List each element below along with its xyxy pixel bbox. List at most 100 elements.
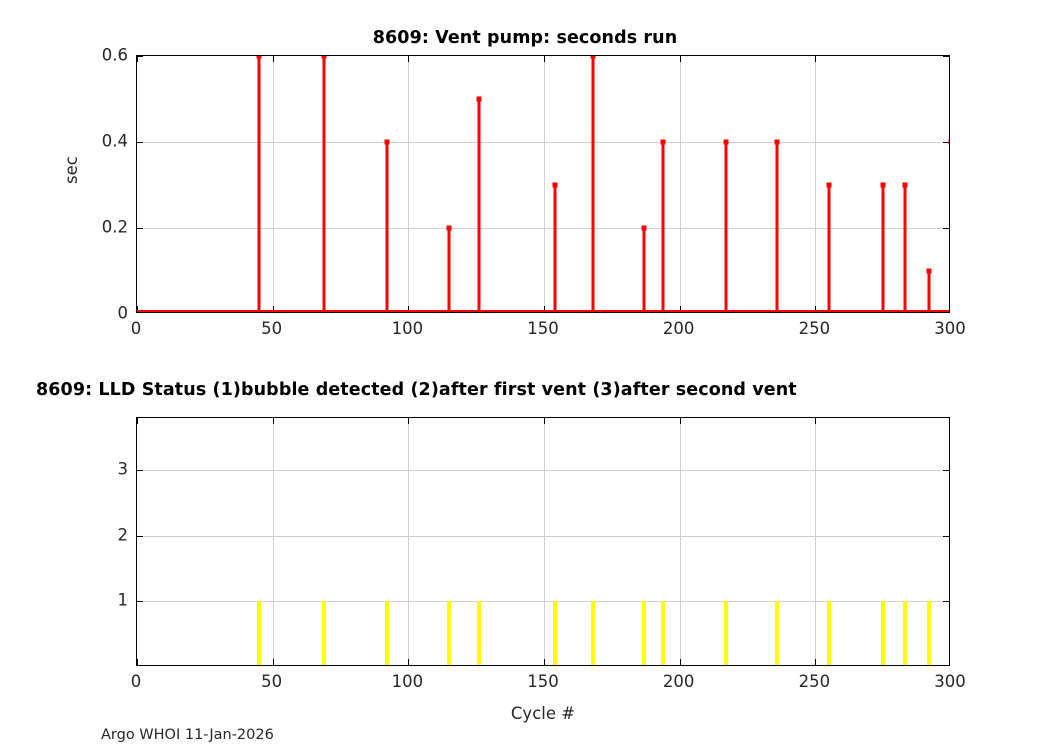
y-tick-label: 0.6 [101, 45, 128, 65]
vent-pump-data-point [446, 225, 452, 231]
data-point-marker [921, 310, 926, 312]
vent-pump-data-point [590, 56, 596, 59]
data-point-marker [919, 310, 924, 312]
data-point-marker [390, 310, 395, 312]
data-point-marker [265, 310, 270, 312]
data-point-marker [224, 310, 229, 312]
data-point-marker [905, 310, 910, 312]
data-point-marker [267, 310, 272, 312]
data-point-marker [466, 310, 471, 312]
data-point-marker [843, 310, 848, 312]
data-point-marker [490, 310, 495, 312]
y-tick-label: 2 [117, 525, 129, 545]
gridline-horizontal [137, 535, 949, 537]
data-point-marker [889, 310, 894, 312]
data-point-marker [235, 310, 240, 312]
gridline-vertical [679, 56, 681, 312]
data-point-marker [617, 310, 622, 312]
x-tick-label: 200 [662, 672, 695, 691]
data-point-marker [365, 310, 370, 312]
data-point-marker [314, 310, 319, 312]
data-point-marker [802, 310, 807, 312]
axis-tick-y [137, 470, 143, 472]
data-point-marker [468, 310, 473, 312]
data-point-marker [544, 310, 549, 312]
data-point-marker [197, 310, 202, 312]
data-point-marker [750, 310, 755, 312]
data-point-marker [406, 310, 411, 312]
data-point-marker [601, 310, 606, 312]
data-point-marker [867, 310, 872, 312]
data-point-marker [726, 310, 731, 312]
data-point-marker [574, 310, 579, 312]
gridline-vertical [272, 56, 274, 312]
data-point-marker [284, 310, 289, 312]
data-point-marker [778, 310, 783, 312]
axis-tick-x [408, 659, 410, 665]
axis-tick-x [679, 659, 681, 665]
axis-tick-x [815, 659, 817, 665]
data-point-marker [688, 310, 693, 312]
data-point-marker [558, 310, 563, 312]
x-tick-label: 150 [527, 672, 559, 691]
vent-pump-data-point [641, 225, 647, 231]
data-point-marker [666, 310, 671, 312]
data-point-marker [734, 310, 739, 312]
data-point-marker [411, 310, 416, 312]
data-point-marker [577, 310, 582, 312]
data-point-marker [911, 310, 915, 312]
data-point-marker [373, 310, 378, 312]
data-point-marker [316, 310, 321, 312]
data-point-marker [362, 310, 367, 312]
data-point-marker [286, 310, 291, 312]
data-point-marker [579, 310, 584, 312]
data-point-marker [452, 310, 457, 312]
data-point-marker [631, 310, 636, 312]
data-point-marker [248, 310, 253, 312]
data-point-marker [376, 310, 381, 312]
data-point-marker [349, 310, 354, 312]
data-point-marker [238, 310, 243, 312]
data-point-marker [273, 310, 278, 312]
data-point-marker [878, 310, 883, 312]
data-point-marker [403, 310, 408, 312]
data-point-marker [593, 310, 598, 312]
data-point-marker [210, 310, 215, 312]
axis-tick-x [815, 56, 817, 62]
vent-pump-stem [642, 228, 646, 312]
data-point-marker [251, 310, 256, 312]
data-point-marker [845, 310, 850, 312]
data-point-marker [194, 310, 199, 312]
data-point-marker [634, 310, 639, 312]
data-point-marker [145, 310, 150, 312]
data-point-marker [598, 310, 603, 312]
axis-tick-x [408, 306, 410, 312]
data-point-marker [623, 310, 628, 312]
data-point-marker [216, 310, 221, 312]
x-tick-label: 50 [261, 672, 283, 691]
data-point-marker [425, 310, 430, 312]
data-point-marker [636, 310, 641, 312]
data-point-marker [938, 310, 943, 312]
axis-tick-y [943, 56, 949, 57]
data-point-marker [346, 310, 351, 312]
lld-status-plot-area [137, 418, 949, 665]
data-point-marker [650, 310, 655, 312]
vent-pump-data-point [552, 182, 558, 188]
data-point-marker [392, 310, 397, 312]
data-point-marker [761, 310, 766, 312]
data-point-marker [620, 310, 625, 312]
vent-pump-stem [827, 185, 831, 312]
data-point-marker [740, 310, 745, 312]
data-point-marker [810, 310, 815, 312]
data-point-marker [303, 310, 308, 312]
data-point-marker [894, 310, 899, 312]
axis-tick-x [815, 418, 817, 424]
data-point-marker [178, 310, 183, 312]
data-point-marker [295, 310, 300, 312]
gridline-vertical [679, 418, 681, 665]
data-point-marker [395, 310, 400, 312]
data-point-marker [300, 310, 305, 312]
data-point-marker [151, 310, 156, 312]
data-point-marker [474, 310, 479, 312]
